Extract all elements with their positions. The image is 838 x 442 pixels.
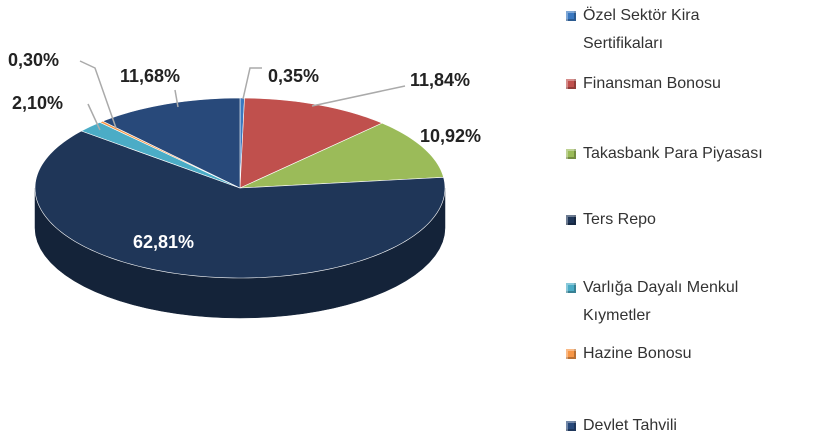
legend-label: Takasbank Para Piyasası [583, 145, 763, 162]
legend-label: Devlet Tahvili [583, 417, 677, 434]
data-label: 11,84% [410, 70, 470, 90]
leader-line [311, 85, 406, 107]
data-label: 62,81% [133, 232, 194, 252]
leader-line [87, 103, 101, 131]
legend-item: Hazine Bonosu [566, 340, 806, 368]
data-label: 2,10% [12, 93, 63, 113]
legend-item: Takasbank Para Piyasası [566, 140, 806, 168]
legend-item: Finansman Bonosu [566, 70, 806, 98]
data-label: 0,35% [268, 66, 319, 86]
data-label: 0,30% [8, 50, 59, 70]
legend-swatch [566, 79, 576, 89]
leader-line [242, 67, 262, 100]
legend-label: Ters Repo [583, 211, 656, 228]
legend-swatch [566, 349, 576, 359]
slice [80, 121, 241, 189]
legend-item: Devlet Tahvili [566, 412, 806, 440]
legend-label: Özel Sektör Kira Sertifikaları [583, 7, 700, 52]
slice [101, 97, 241, 189]
data-label: 11,68% [120, 66, 180, 86]
legend-swatch [566, 11, 576, 21]
leader-line [174, 89, 179, 108]
legend-swatch [566, 283, 576, 293]
legend-item: Özel Sektör Kira Sertifikaları [566, 2, 716, 58]
legend-label: Varlığa Dayalı Menkul Kıymetler [583, 279, 739, 324]
legend-swatch [566, 421, 576, 431]
data-label: 10,92% [420, 126, 481, 146]
legend-swatch [566, 149, 576, 159]
chart: 0,35% 11,84% 10,92% 62,81% 2,10% 0,30% 11,68% [8, 50, 481, 319]
legend-swatch [566, 215, 576, 225]
slice [34, 130, 446, 279]
legend-label: Finansman Bonosu [583, 75, 721, 92]
legend-item: Varlığa Dayalı Menkul Kıymetler [566, 274, 741, 330]
legend-label: Hazine Bonosu [583, 345, 692, 362]
leader-line [79, 60, 117, 129]
legend-item: Ters Repo [566, 206, 806, 234]
slice [239, 122, 444, 189]
